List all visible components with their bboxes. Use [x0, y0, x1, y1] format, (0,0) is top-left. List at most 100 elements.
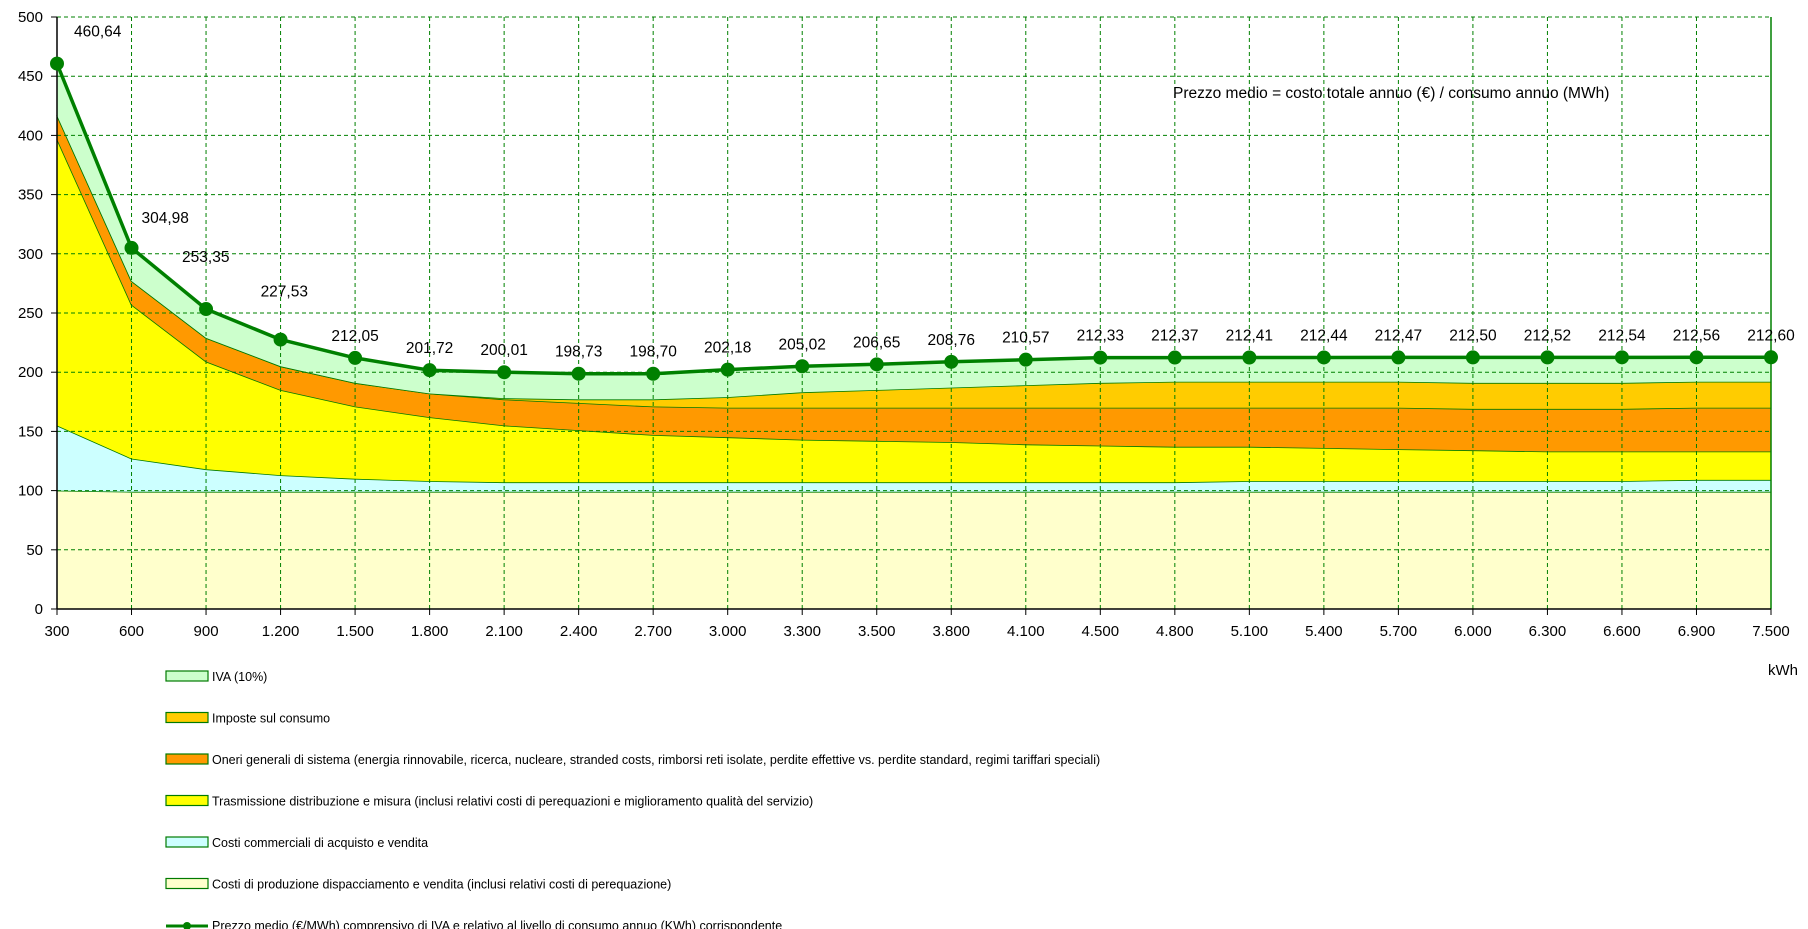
- price-point-7: [571, 366, 586, 381]
- x-tick-label-9: 3.000: [709, 623, 747, 640]
- data-label-11: 206,65: [853, 334, 900, 351]
- price-point-3: [273, 332, 288, 347]
- price-point-2: [199, 302, 214, 317]
- y-tick-label-4: 200: [18, 364, 43, 381]
- y-tick-label-8: 400: [18, 127, 43, 144]
- x-tick-label-19: 6.000: [1454, 623, 1492, 640]
- area-series-3: [57, 115, 1771, 452]
- x-tick-label-18: 5.700: [1380, 623, 1418, 640]
- x-tick-label-11: 3.500: [858, 623, 896, 640]
- grid: [57, 16, 1772, 609]
- price-point-12: [944, 354, 959, 369]
- area-series-2: [57, 139, 1771, 483]
- legend-label-0: Costi di produzione dispacciamento e ven…: [212, 878, 671, 892]
- stacked-areas: [56, 62, 1772, 609]
- legend-swatch-2: [165, 794, 209, 807]
- data-label-0: 460,64: [74, 24, 122, 41]
- legend-label-2: Trasmissione distribuzione e misura (inc…: [212, 795, 813, 809]
- y-tick-label-5: 250: [18, 305, 43, 322]
- legend-label-1: Costi commerciali di acquisto e vendita: [212, 836, 428, 850]
- price-point-18: [1391, 350, 1406, 365]
- price-point-6: [497, 365, 512, 380]
- x-tick-label-3: 1.200: [262, 623, 300, 640]
- area-series-1: [57, 425, 1771, 492]
- price-point-4: [348, 350, 363, 365]
- chart-note: Prezzo medio = costo totale annuo (€) / …: [1173, 85, 1609, 102]
- x-tick-label-22: 6.900: [1678, 623, 1716, 640]
- x-axis-unit: kWh: [1768, 662, 1798, 679]
- price-line-path: [55, 62, 1771, 376]
- data-label-8: 198,70: [629, 344, 677, 361]
- price-point-17: [1316, 350, 1331, 365]
- x-tick-label-14: 4.500: [1082, 623, 1120, 640]
- x-tick-label-20: 6.300: [1529, 623, 1567, 640]
- price-point-9: [720, 362, 735, 377]
- data-label-12: 208,76: [928, 332, 975, 349]
- data-label-3: 227,53: [261, 284, 308, 301]
- x-tick-label-15: 4.800: [1156, 623, 1194, 640]
- data-label-6: 200,01: [480, 342, 527, 359]
- data-label-18: 212,47: [1375, 327, 1422, 344]
- y-tick-label-2: 100: [18, 483, 43, 500]
- legend-swatch-4: [165, 711, 209, 724]
- data-label-21: 212,54: [1598, 327, 1646, 344]
- legend: IVA (10%) Imposte sul consumo Oneri genera…: [165, 670, 1100, 929]
- legend-swatch-3: [165, 753, 209, 765]
- data-label-19: 212,50: [1449, 327, 1497, 344]
- x-tick-label-10: 3.300: [783, 623, 821, 640]
- legend-label-3: Oneri generali di sistema (energia rinno…: [212, 753, 1100, 767]
- data-label-20: 212,52: [1524, 327, 1571, 344]
- data-label-2: 253,35: [182, 249, 229, 266]
- x-tick-label-21: 6.600: [1603, 623, 1641, 640]
- data-label-10: 205,02: [779, 336, 826, 353]
- data-label-4: 212,05: [331, 328, 378, 345]
- price-point-20: [1540, 350, 1555, 365]
- y-tick-label-6: 300: [18, 246, 43, 263]
- price-point-23: [1764, 350, 1778, 365]
- legend-label-5: IVA (10%): [212, 670, 267, 684]
- legend-swatch-0: [165, 877, 209, 890]
- price-point-15: [1167, 350, 1182, 365]
- axes: 0 50 100 150 200 250 300 350 400 450 500 300 600 900 1…: [18, 9, 1790, 640]
- price-point-21: [1614, 350, 1629, 365]
- data-label-13: 210,57: [1002, 330, 1049, 347]
- x-tick-label-12: 3.800: [932, 623, 970, 640]
- data-label-23: 212,60: [1747, 327, 1795, 344]
- data-label-7: 198,73: [555, 344, 602, 361]
- x-tick-label-6: 2.100: [485, 623, 523, 640]
- x-tick-label-1: 600: [119, 623, 144, 640]
- legend-label-4: Imposte sul consumo: [212, 712, 330, 726]
- y-tick-label-1: 50: [26, 542, 43, 559]
- x-tick-label-23: 7.500: [1752, 623, 1790, 640]
- y-tick-label-3: 150: [18, 423, 43, 440]
- data-label-5: 201,72: [406, 340, 453, 357]
- price-point-13: [1018, 352, 1033, 367]
- price-point-5: [422, 363, 437, 378]
- x-tick-label-17: 5.400: [1305, 623, 1343, 640]
- area-series-5: [57, 63, 1771, 400]
- y-tick-label-0: 0: [35, 601, 43, 618]
- price-point-10: [795, 359, 810, 374]
- data-label-16: 212,41: [1226, 328, 1273, 345]
- price-point-8: [646, 366, 661, 381]
- data-label-14: 212,33: [1077, 328, 1124, 345]
- x-tick-label-0: 300: [44, 623, 69, 640]
- price-point-11: [869, 357, 884, 372]
- price-point-14: [1093, 350, 1108, 365]
- x-tick-label-8: 2.700: [634, 623, 672, 640]
- y-tick-label-9: 450: [18, 68, 43, 85]
- x-tick-label-5: 1.800: [411, 623, 449, 640]
- x-tick-label-7: 2.400: [560, 623, 598, 640]
- x-tick-label-2: 900: [194, 623, 219, 640]
- x-tick-label-4: 1.500: [336, 623, 374, 640]
- data-label-9: 202,18: [704, 340, 751, 357]
- x-tick-label-13: 4.100: [1007, 623, 1045, 640]
- price-point-19: [1465, 350, 1480, 365]
- data-labels: 460,64 304,98 253,35 227,53 212,05 201,72 200,…: [74, 24, 1795, 361]
- data-label-1: 304,98: [142, 210, 189, 227]
- data-label-22: 212,56: [1673, 327, 1720, 344]
- y-tick-label-10: 500: [18, 9, 43, 26]
- data-label-15: 212,37: [1151, 328, 1198, 345]
- data-label-17: 212,44: [1300, 327, 1348, 344]
